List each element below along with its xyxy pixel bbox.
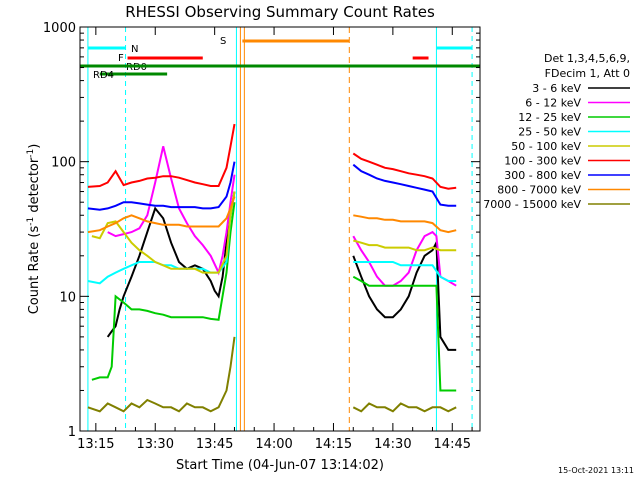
series-line-3-6-kev [352, 238, 457, 351]
series-line-7000-15000-kev [352, 402, 457, 413]
series-line-6-12-kev [107, 146, 236, 276]
series-line-300-800-kev [352, 163, 457, 207]
flag-label-f: F [118, 53, 124, 64]
x-tick-label: 14:00 [255, 437, 292, 452]
series-line-100-300-kev [87, 123, 236, 188]
x-tick-label: 14:30 [374, 437, 411, 452]
x-tick-label: 13:15 [77, 437, 114, 452]
y-tick-label: 100 [51, 156, 76, 171]
x-tick-label: 13:30 [137, 437, 174, 452]
series-line-25-50-kev [353, 261, 457, 282]
y-tick-label: 1000 [43, 21, 76, 36]
series-line-6-12-kev [352, 230, 457, 287]
series-line-3-6-kev [106, 191, 236, 338]
x-axis-label: Start Time (04-Jun-07 13:14:02) [176, 458, 384, 473]
series-layer [87, 123, 457, 413]
legend-entry-label: 3 - 6 keV [532, 82, 581, 95]
flag-label-s: S [220, 36, 226, 47]
x-tick-label: 13:45 [196, 437, 233, 452]
legend-entry-label: 300 - 800 keV [504, 169, 581, 182]
series-line-100-300-kev [352, 152, 457, 190]
legend-entry-label: 12 - 25 keV [518, 111, 581, 124]
series-line-7000-15000-kev [87, 336, 236, 413]
y-axis-label: Count Rate (s-1 detector-1) [26, 144, 42, 315]
x-tick-label: 14:45 [434, 437, 471, 452]
series-line-12-25-kev [91, 202, 236, 381]
legend-entry-label: 7000 - 15000 keV [483, 198, 581, 211]
y-tick-label: 1 [68, 425, 76, 440]
x-tick-label: 14:15 [315, 437, 352, 452]
flag-label-rd4: RD4 [93, 70, 114, 81]
series-line-12-25-kev [352, 275, 457, 392]
chart-title: RHESSI Observing Summary Count Rates [125, 3, 435, 21]
series-line-300-800-kev [87, 161, 236, 211]
y-tick-label: 10 [59, 290, 76, 305]
legend-header-line-2: FDecim 1, Att 0 [545, 67, 630, 80]
flag-bars-layer: NFSRD0RD4 [80, 36, 480, 81]
x-axis-ticks: 13:15 13:30 13:45 14:00 14:15 14:30 14:45 [77, 27, 473, 452]
legend-entry-label: 50 - 100 keV [511, 140, 581, 153]
y-axis-ticks: 1 10 100 1000 [43, 21, 480, 440]
timestamp: 15-Oct-2021 13:11 [558, 466, 634, 475]
plot-frame [79, 26, 481, 432]
series-line-800-7000-kev [87, 196, 236, 234]
legend-entry-label: 6 - 12 keV [525, 97, 581, 110]
legend-entry-label: 800 - 7000 keV [497, 184, 581, 197]
legend-entry-label: 100 - 300 keV [504, 155, 581, 168]
series-line-50-100-kev [353, 239, 457, 252]
legend-entry-label: 25 - 50 keV [518, 126, 581, 139]
series-line-800-7000-kev [353, 214, 457, 234]
flag-label-n: N [131, 44, 138, 55]
legend-header-line-1: Det 1,3,4,5,6,9, [544, 52, 630, 65]
legend: Det 1,3,4,5,6,9, FDecim 1, Att 0 3 - 6 k… [483, 52, 630, 211]
plot-background [87, 27, 473, 431]
